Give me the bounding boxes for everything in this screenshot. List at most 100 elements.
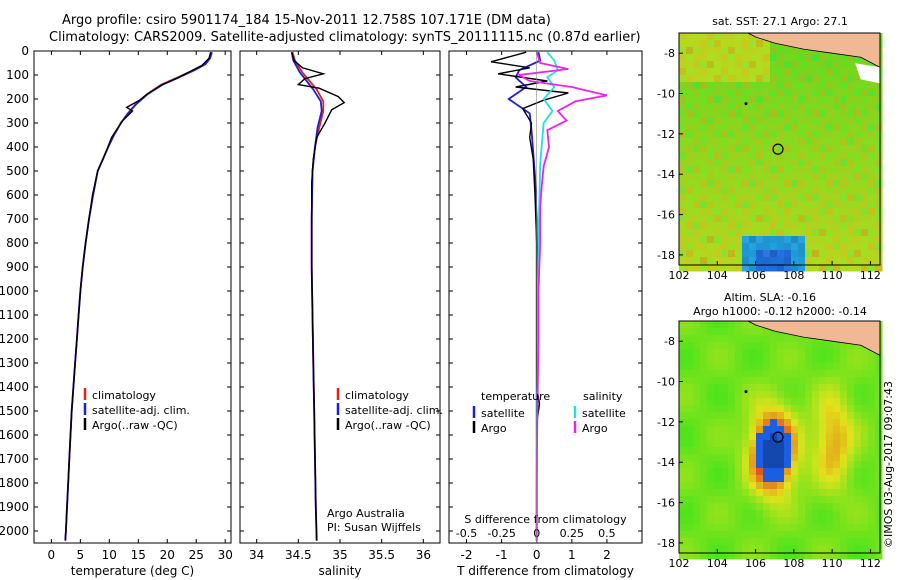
sla-map-cell bbox=[728, 377, 736, 385]
sst-map-cell bbox=[770, 208, 778, 216]
sst-map-cell bbox=[679, 33, 687, 41]
sla-map-cell bbox=[707, 391, 715, 399]
sst-map-cell bbox=[742, 33, 750, 41]
sst-map-cell bbox=[721, 96, 729, 104]
sla-map-cell bbox=[840, 475, 848, 483]
sst-map-cell bbox=[812, 61, 820, 69]
sla-map-cell bbox=[812, 419, 820, 427]
sla-map-cell bbox=[693, 328, 701, 336]
sla-map-cell bbox=[833, 503, 841, 511]
sla-map-cell bbox=[679, 419, 687, 427]
sst-map-cell bbox=[707, 201, 715, 209]
sst-map-cell bbox=[693, 236, 701, 244]
sst-map-cell bbox=[686, 159, 694, 167]
sst-map-cell bbox=[756, 250, 764, 258]
sla-map-cell bbox=[812, 433, 820, 441]
sst-map-cell bbox=[742, 180, 750, 188]
sla-map-cell bbox=[826, 496, 834, 504]
sla-map-cell bbox=[742, 524, 750, 532]
sla-map-cell bbox=[735, 482, 743, 490]
sla-map-cell bbox=[693, 468, 701, 476]
sla-map-cell bbox=[728, 475, 736, 483]
sla-map-cell bbox=[791, 398, 799, 406]
sla-map-cell bbox=[714, 363, 722, 371]
sla-map-cell bbox=[686, 419, 694, 427]
sst-map-cell bbox=[749, 68, 757, 76]
sla-map-cell bbox=[714, 349, 722, 357]
sst-map-cell bbox=[805, 54, 813, 62]
sst-map-cell bbox=[686, 180, 694, 188]
sla-map-cell bbox=[742, 538, 750, 546]
sla-map-cell bbox=[763, 489, 771, 497]
sla-map-cell bbox=[679, 552, 687, 560]
sst-map-cell bbox=[854, 82, 862, 90]
sst-map-cell bbox=[805, 159, 813, 167]
sst-map-cell bbox=[700, 68, 708, 76]
sla-map-cell bbox=[791, 461, 799, 469]
sla-map-cell bbox=[875, 384, 883, 392]
sla-map-cell bbox=[728, 419, 736, 427]
sst-map-cell bbox=[868, 82, 876, 90]
sst-map-cell bbox=[742, 166, 750, 174]
difference-frame bbox=[448, 50, 643, 544]
sst-map-cell bbox=[770, 110, 778, 118]
sla-map-cell bbox=[707, 328, 715, 336]
sla-map-cell bbox=[819, 405, 827, 413]
sst-map-cell bbox=[847, 138, 855, 146]
sst-map-cell bbox=[756, 138, 764, 146]
sla-map-cell bbox=[777, 496, 785, 504]
sla-map-cell bbox=[763, 433, 771, 441]
sla-map-cell bbox=[784, 398, 792, 406]
sst-map-cell bbox=[840, 103, 848, 111]
sla-map-cell bbox=[861, 496, 869, 504]
sla-map-cell bbox=[763, 454, 771, 462]
sla-map-cell bbox=[819, 356, 827, 364]
sst-map-cell bbox=[854, 264, 862, 272]
sst-map-cell bbox=[826, 194, 834, 202]
sst-map-cell bbox=[700, 138, 708, 146]
sst-map-cell bbox=[693, 257, 701, 265]
sst-map-cell bbox=[770, 236, 778, 244]
sla-map-cell bbox=[819, 461, 827, 469]
sla-map-cell bbox=[840, 482, 848, 490]
sla-map-cell bbox=[833, 468, 841, 476]
sla-map-cell bbox=[861, 363, 869, 371]
sst-map-cell bbox=[763, 124, 771, 132]
sst-map-cell bbox=[707, 257, 715, 265]
sst-map-cell bbox=[805, 187, 813, 195]
sla-map-cell bbox=[756, 440, 764, 448]
sla-map-cell bbox=[686, 412, 694, 420]
sla-map-xtick-label: 112 bbox=[860, 557, 881, 570]
sst-map-cell bbox=[679, 61, 687, 69]
sla-map-cell bbox=[861, 531, 869, 539]
sla-map-cell bbox=[742, 433, 750, 441]
sla-map-cell bbox=[714, 545, 722, 553]
sla-map-cell bbox=[728, 545, 736, 553]
sla-map-cell bbox=[700, 342, 708, 350]
sst-map-cell bbox=[875, 236, 883, 244]
sst-map-cell bbox=[721, 222, 729, 230]
sst-map-cell bbox=[721, 124, 729, 132]
sst-map-cell bbox=[840, 236, 848, 244]
sst-map-cell bbox=[791, 124, 799, 132]
sla-map-cell bbox=[826, 531, 834, 539]
sst-map-cell bbox=[805, 222, 813, 230]
sst-map-cell bbox=[770, 89, 778, 97]
sla-map-cell bbox=[784, 510, 792, 518]
sla-map-cell bbox=[728, 370, 736, 378]
sst-map-cell bbox=[805, 257, 813, 265]
sla-map-cell bbox=[798, 447, 806, 455]
sla-map-cell bbox=[791, 419, 799, 427]
sst-map-cell bbox=[686, 229, 694, 237]
sst-map-cell bbox=[826, 89, 834, 97]
sla-map-cell bbox=[854, 398, 862, 406]
sst-map-cell bbox=[854, 194, 862, 202]
temperature-frame bbox=[33, 50, 232, 544]
sst-map-cell bbox=[749, 61, 757, 69]
sst-map-cell bbox=[770, 75, 778, 83]
sla-map-cell bbox=[819, 468, 827, 476]
sst-map-cell bbox=[728, 194, 736, 202]
sst-map-cell bbox=[693, 110, 701, 118]
sla-map-cell bbox=[686, 552, 694, 560]
sla-map-cell bbox=[875, 475, 883, 483]
